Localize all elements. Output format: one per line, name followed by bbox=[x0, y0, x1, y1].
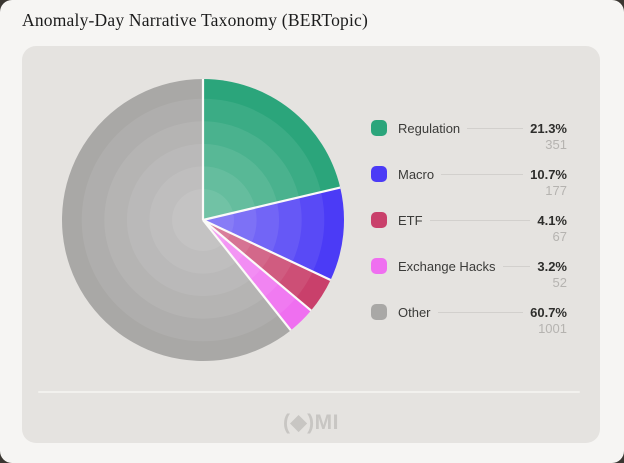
legend-row-main: Other 60.7% bbox=[371, 303, 567, 321]
legend-label: Macro bbox=[398, 166, 435, 182]
legend-connector-line bbox=[429, 219, 531, 221]
legend-count: 351 bbox=[545, 137, 567, 152]
legend-swatch bbox=[371, 258, 387, 274]
legend: Regulation 21.3% 351 Macro 10.7% 177 ETF… bbox=[371, 119, 567, 349]
legend-row-main: Macro 10.7% bbox=[371, 165, 567, 183]
legend-count: 177 bbox=[545, 183, 567, 198]
pie-slice-etf[interactable] bbox=[203, 220, 331, 311]
brand-logo: (◆)MI bbox=[22, 410, 600, 435]
legend-swatch bbox=[371, 120, 387, 136]
legend-percent: 60.7% bbox=[530, 304, 567, 320]
pie-slice-border bbox=[202, 219, 312, 312]
legend-label: Exchange Hacks bbox=[398, 258, 496, 274]
legend-swatch bbox=[371, 304, 387, 320]
legend-swatch bbox=[371, 166, 387, 182]
logo-text: (◆)MI bbox=[283, 411, 339, 434]
legend-percent: 3.2% bbox=[537, 258, 567, 274]
pie-slice-macro[interactable] bbox=[203, 187, 345, 281]
legend-count: 67 bbox=[552, 229, 567, 244]
legend-row-main: Regulation 21.3% bbox=[371, 119, 567, 137]
legend-label: Regulation bbox=[398, 120, 461, 136]
legend-row-other[interactable]: Other 60.7% 1001 bbox=[371, 303, 567, 337]
legend-count: 1001 bbox=[538, 321, 567, 336]
legend-count: 52 bbox=[552, 275, 567, 290]
legend-connector-line bbox=[467, 127, 524, 129]
pie-slice-border bbox=[202, 186, 341, 222]
legend-connector-line bbox=[437, 311, 524, 313]
legend-connector-line bbox=[502, 265, 531, 267]
pie-slice-regulation[interactable] bbox=[203, 79, 341, 220]
pie-slice-border bbox=[202, 219, 332, 282]
page-title: Anomaly-Day Narrative Taxonomy (BERTopic… bbox=[22, 10, 369, 30]
legend-percent: 21.3% bbox=[530, 120, 567, 136]
pie-chart bbox=[61, 78, 345, 362]
legend-row-etf[interactable]: ETF 4.1% 67 bbox=[371, 211, 567, 245]
legend-row-main: Exchange Hacks 3.2% bbox=[371, 257, 567, 275]
chart-card: Regulation 21.3% 351 Macro 10.7% 177 ETF… bbox=[22, 46, 600, 443]
pie-chart-svg bbox=[62, 79, 345, 362]
pie-slice-border bbox=[202, 219, 292, 332]
legend-percent: 10.7% bbox=[530, 166, 567, 182]
divider bbox=[38, 391, 580, 393]
legend-connector-line bbox=[441, 173, 524, 175]
pie-slice-exchange-hacks[interactable] bbox=[203, 220, 312, 331]
legend-row-regulation[interactable]: Regulation 21.3% 351 bbox=[371, 119, 567, 153]
legend-swatch bbox=[371, 212, 387, 228]
legend-row-macro[interactable]: Macro 10.7% 177 bbox=[371, 165, 567, 199]
legend-label: ETF bbox=[398, 212, 423, 228]
legend-row-main: ETF 4.1% bbox=[371, 211, 567, 229]
legend-label: Other bbox=[398, 304, 431, 320]
legend-row-exchange-hacks[interactable]: Exchange Hacks 3.2% 52 bbox=[371, 257, 567, 291]
legend-percent: 4.1% bbox=[537, 212, 567, 228]
pie-slice-other[interactable] bbox=[62, 79, 291, 362]
